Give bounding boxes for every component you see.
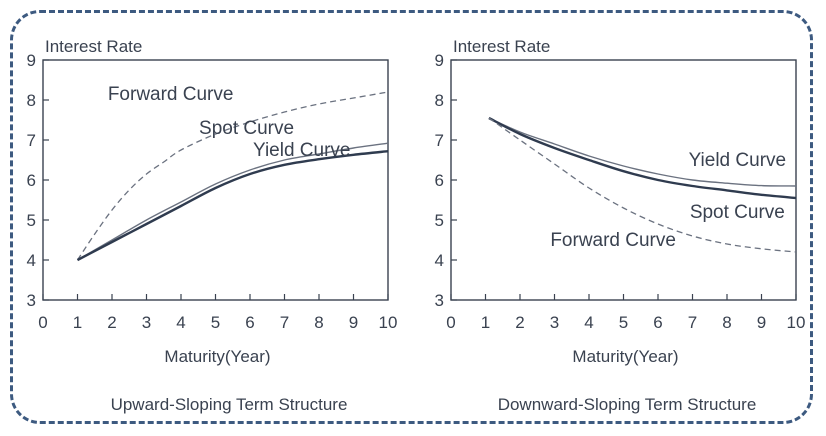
x-tick-label: 0 [38,313,47,332]
series-line-spot-curve [77,142,389,261]
plot-frame [450,59,797,301]
y-tick-label: 7 [27,131,36,150]
series-line-forward-curve [76,91,389,261]
x-axis-label: Maturity(Year) [164,347,270,366]
annotation-spot-curve: Spot Curve [690,202,785,223]
x-tick-label: 9 [349,313,358,332]
x-tick-label: 4 [176,313,185,332]
x-tick-label: 8 [314,313,323,332]
series-line-spot-curve [488,116,797,200]
y-axis-label: Interest Rate [45,37,142,56]
annotation-forward-curve: Forward Curve [108,84,234,105]
y-tick-label: 5 [435,211,444,230]
x-tick-label: 1 [73,313,82,332]
x-tick-label: 4 [584,313,593,332]
x-tick-label: 1 [481,313,490,332]
x-tick-label: 6 [245,313,254,332]
x-tick-label: 7 [688,313,697,332]
y-tick-label: 4 [27,251,36,270]
y-tick-label: 7 [435,131,444,150]
y-tick-label: 9 [27,51,36,70]
y-tick-label: 8 [27,91,36,110]
x-tick-label: 10 [787,313,806,332]
y-tick-label: 3 [435,291,444,310]
y-tick-label: 6 [27,171,36,190]
x-tick-label: 10 [379,313,398,332]
series-line-yield-curve [488,117,797,187]
x-tick-label: 0 [446,313,455,332]
chart-title: Downward-Sloping Term Structure [498,395,757,414]
x-tick-label: 8 [722,313,731,332]
y-tick-label: 5 [27,211,36,230]
y-tick-label: 4 [435,251,444,270]
x-tick-label: 5 [619,313,628,332]
x-tick-label: 7 [280,313,289,332]
chart-panel-upward: 0 1 2 3 4 5 6 7 8 9 10 3 4 5 6 7 8 9 Interest Rate Maturity… [27,37,398,414]
chart-panel-downward: 0 1 2 3 4 5 6 7 8 9 10 3 4 5 6 7 8 9 Interest Rate Maturity… [435,37,806,414]
series-line-yield-curve [76,150,389,262]
chart-title: Upward-Sloping Term Structure [111,395,348,414]
y-axis-label: Interest Rate [453,37,550,56]
annotation-spot-curve: Spot Curve [199,118,294,139]
y-tick-label: 3 [27,291,36,310]
annotation-yield-curve: Yield Curve [689,150,787,171]
x-tick-label: 3 [142,313,151,332]
x-tick-label: 3 [550,313,559,332]
annotation-yield-curve: Yield Curve [253,140,351,161]
x-tick-label: 2 [107,313,116,332]
dashed-frame [10,10,813,424]
y-tick-label: 6 [435,171,444,190]
y-tick-label: 8 [435,91,444,110]
x-axis-label: Maturity(Year) [572,347,678,366]
series-line-forward-curve [488,117,797,253]
y-tick-label: 9 [435,51,444,70]
x-tick-label: 2 [515,313,524,332]
x-tick-label: 9 [757,313,766,332]
x-tick-label: 5 [211,313,220,332]
x-tick-label: 6 [653,313,662,332]
annotation-forward-curve: Forward Curve [550,230,676,251]
